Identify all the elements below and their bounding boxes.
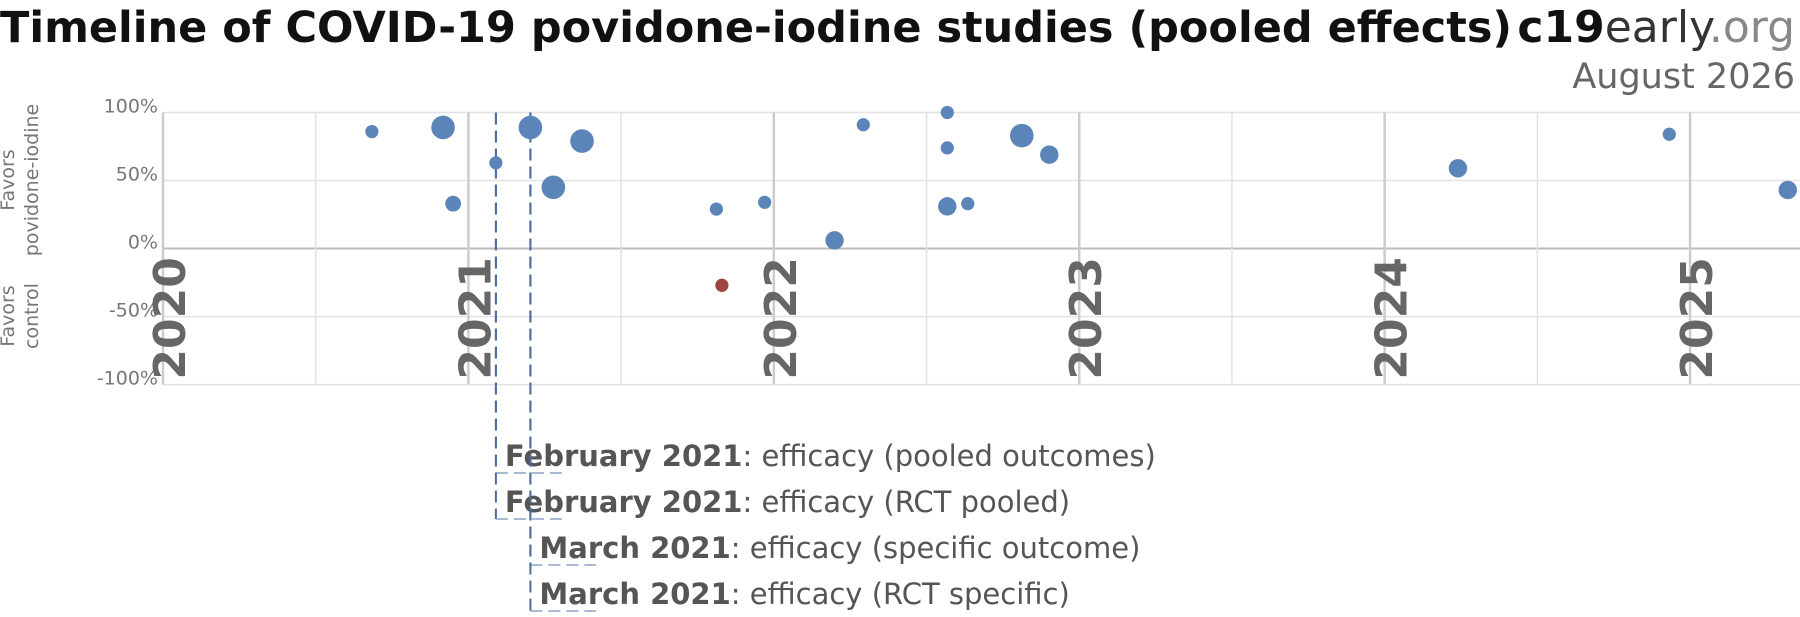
x-tick-label: 2021	[450, 257, 501, 379]
data-point	[940, 141, 954, 155]
data-point	[489, 156, 503, 170]
data-point	[1010, 123, 1034, 148]
x-tick-group: 2025	[1672, 257, 1723, 379]
y-tick-label: 100%	[104, 96, 158, 118]
data-point	[570, 129, 594, 153]
date: August 2026	[1572, 57, 1795, 97]
x-tick-group: 2020	[145, 257, 196, 379]
annotation-text: : efficacy (specific outcome)	[731, 531, 1141, 565]
chart-title: Timeline of COVID-19 povidone-iodine stu…	[0, 3, 1512, 53]
data-point	[541, 175, 566, 200]
annotation-text: : efficacy (pooled outcomes)	[742, 439, 1155, 473]
x-tick-group: 2023	[1061, 257, 1112, 379]
data-point	[1448, 159, 1468, 178]
data-point	[1778, 180, 1797, 200]
x-tick-label: 2022	[756, 257, 807, 379]
annotation: February 2021: efficacy (RCT pooled)	[505, 485, 1070, 519]
data-point	[940, 105, 954, 120]
brand: c19early.org	[1517, 2, 1795, 53]
x-tick-label: 2020	[145, 257, 196, 379]
x-tick-group: 2024	[1367, 257, 1418, 379]
data-point	[431, 115, 455, 140]
annotation-date: March 2021	[539, 577, 730, 611]
annotation-date: February 2021	[505, 439, 743, 473]
y-label: povidone-iodine	[21, 104, 43, 256]
x-tick-label: 2023	[1061, 257, 1112, 379]
data-point	[715, 278, 729, 292]
brand-c19: c19	[1517, 2, 1604, 53]
x-tick-label: 2024	[1367, 257, 1418, 379]
y-label: Favors	[0, 285, 19, 346]
data-point	[961, 197, 975, 211]
data-point	[365, 124, 379, 139]
annotation: February 2021: efficacy (pooled outcomes…	[505, 439, 1156, 473]
y-tick-label: -50%	[109, 300, 158, 322]
brand-org: .org	[1709, 2, 1795, 53]
y-label: control	[21, 283, 43, 349]
brand-early: early	[1605, 2, 1714, 53]
data-point	[758, 195, 772, 209]
data-point	[1662, 127, 1676, 141]
data-point	[856, 118, 870, 132]
annotation-text: : efficacy (RCT specific)	[731, 577, 1070, 611]
annotation-date: February 2021	[505, 485, 743, 519]
data-point	[1040, 145, 1059, 164]
y-tick-label: -100%	[97, 368, 158, 390]
data-point	[518, 115, 543, 140]
y-tick-label: 50%	[116, 164, 158, 186]
annotation-text: : efficacy (RCT pooled)	[742, 485, 1070, 519]
x-tick-group: 2021	[450, 257, 501, 379]
annotation: March 2021: efficacy (specific outcome)	[539, 531, 1140, 565]
data-point	[825, 231, 844, 250]
x-tick-label: 2025	[1672, 257, 1723, 379]
annotation-date: March 2021	[539, 531, 730, 565]
y-tick-label: 0%	[128, 232, 158, 254]
data-point	[709, 202, 724, 216]
y-label: Favors	[0, 149, 19, 210]
data-point	[938, 197, 957, 216]
annotation: March 2021: efficacy (RCT specific)	[539, 577, 1069, 611]
x-tick-group: 2022	[756, 257, 807, 379]
data-point	[445, 195, 462, 212]
